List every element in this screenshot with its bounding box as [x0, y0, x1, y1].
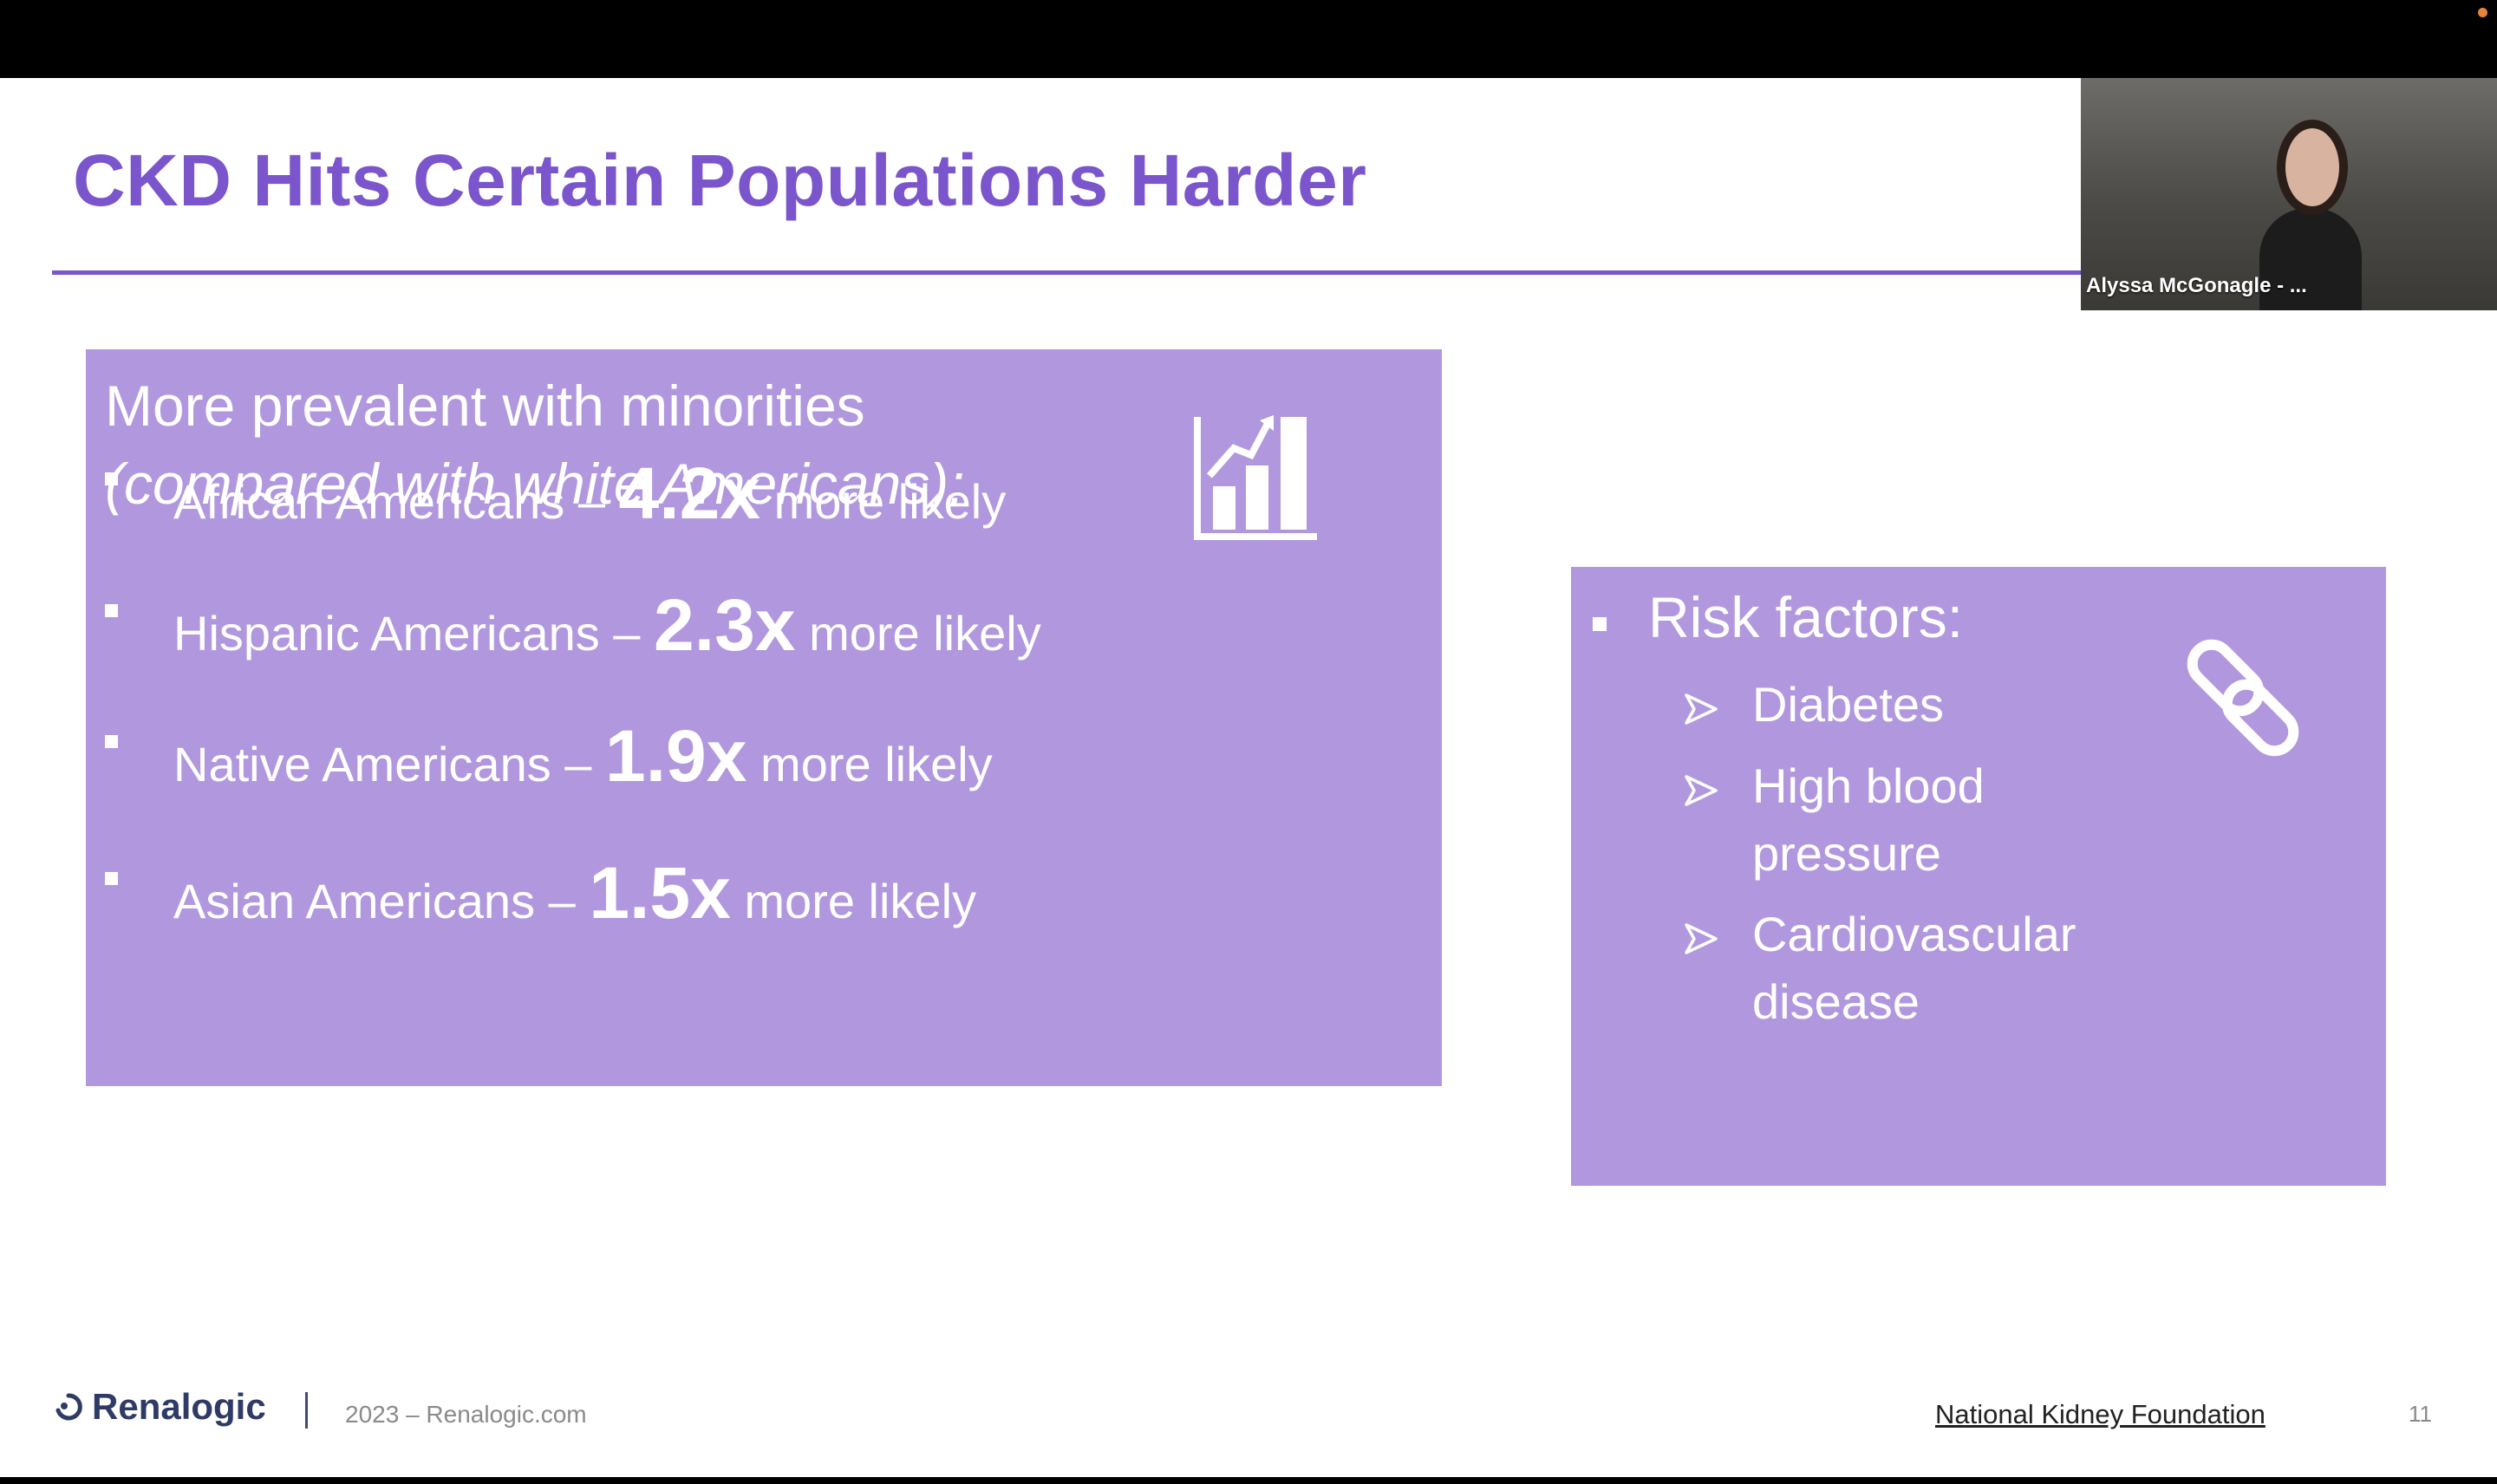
footer-copyright: 2023 – Renalogic.com: [345, 1401, 587, 1428]
bar-chart-growth-icon: [1194, 415, 1317, 540]
meeting-bottom-bar: [0, 1477, 2497, 1484]
prevalence-heading-line1: More prevalent with minorities: [105, 374, 865, 438]
stat-group: Asian Americans –: [173, 874, 590, 928]
renalogic-mark-icon: [55, 1393, 82, 1421]
stat-text: Asian Americans – 1.5x more likely: [173, 851, 976, 935]
slide-title: CKD Hits Certain Populations Harder: [73, 140, 1367, 221]
risk-item-text: High blood pressure: [1752, 758, 1985, 881]
meeting-top-bar: [0, 0, 2497, 78]
speaker-silhouette: [2259, 208, 2362, 310]
stat-group: African Americans –: [173, 474, 619, 529]
prevalence-heading: More prevalent with minorities (compared…: [105, 367, 965, 523]
stat-suffix: more likely: [730, 874, 977, 928]
stat-text: African Americans – 4.2x more likely: [173, 452, 1006, 536]
stat-multiplier: 1.5x: [589, 852, 731, 934]
recording-indicator-icon: [2478, 8, 2487, 17]
stat-suffix: more likely: [760, 474, 1007, 529]
footer-divider: [305, 1392, 308, 1429]
risk-item-text: Diabetes: [1752, 677, 1945, 732]
stat-group: Native Americans –: [173, 737, 605, 791]
prevalence-heading-line2: (compared with white Americans):: [105, 452, 965, 516]
stat-suffix: more likely: [746, 737, 993, 791]
participant-video-tile[interactable]: Alyssa McGonagle - ...: [2081, 78, 2497, 310]
risk-item-text: Cardiovascular disease: [1752, 907, 2076, 1029]
stat-multiplier: 1.9x: [604, 715, 747, 797]
bullet-icon: [105, 472, 118, 485]
stat-text: Native Americans – 1.9x more likely: [173, 714, 993, 798]
renalogic-logo: Renalogic: [54, 1385, 266, 1429]
participant-name-label: Alyssa McGonagle - ...: [2086, 274, 2307, 297]
bullet-icon: [105, 604, 118, 617]
logo-text: Renalogic: [92, 1386, 266, 1427]
slide-page-number: 11: [2409, 1401, 2432, 1427]
stat-text: Hispanic Americans – 2.3x more likely: [173, 583, 1041, 667]
speaker-face: [2285, 128, 2339, 206]
arrow-bullet-icon: [1685, 693, 1718, 725]
stat-multiplier: 4.2x: [618, 452, 761, 534]
chain-link-icon: [2187, 639, 2299, 757]
stat-group: Hispanic Americans –: [173, 606, 655, 661]
bullet-icon: [1593, 617, 1607, 631]
presentation-slide: CKD Hits Certain Populations Harder More…: [0, 78, 2497, 1477]
minorities-prevalence-box: More prevalent with minorities (compared…: [86, 349, 1442, 1086]
arrow-bullet-icon: [1685, 775, 1718, 806]
bullet-icon: [105, 735, 118, 748]
arrow-bullet-icon: [1685, 923, 1718, 954]
title-underline: [52, 270, 2133, 275]
risk-factors-heading-text: Risk factors:: [1648, 585, 1964, 649]
risk-factors-box: Risk factors: Diabetes High blood pressu…: [1571, 567, 2386, 1186]
bullet-icon: [105, 872, 118, 885]
national-kidney-foundation-link[interactable]: National Kidney Foundation: [1935, 1399, 2266, 1429]
stat-multiplier: 2.3x: [654, 584, 796, 666]
stat-suffix: more likely: [795, 606, 1041, 661]
